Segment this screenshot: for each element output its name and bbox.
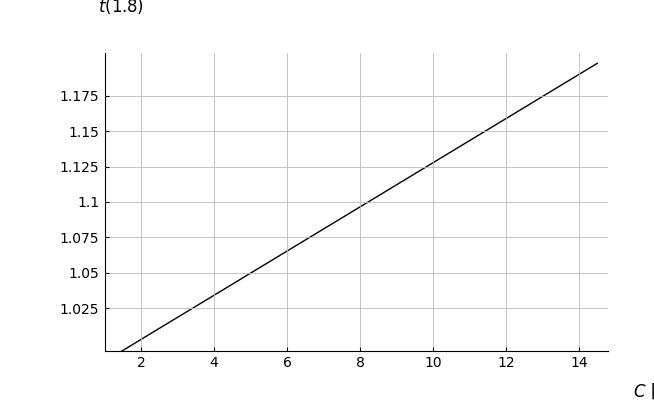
Text: $C\ \mathit{[mmol/L]}$: $C\ \mathit{[mmol/L]}$ bbox=[633, 381, 654, 401]
Text: $\overline{t(1.8)}$: $\overline{t(1.8)}$ bbox=[98, 0, 146, 16]
